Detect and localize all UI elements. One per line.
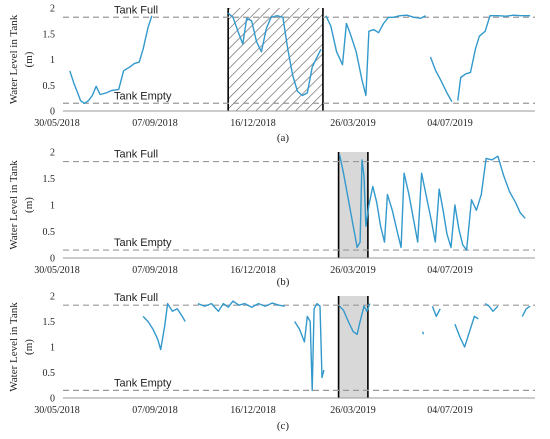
series-line-segment: [521, 305, 531, 317]
series-line-segment: [69, 15, 153, 105]
x-tick-label: 16/12/2018: [230, 405, 276, 416]
highlight-region: [338, 296, 368, 398]
x-tick-label: 04/07/2019: [427, 265, 473, 276]
y-tick-label: 1: [50, 343, 55, 354]
series-line-segment: [338, 154, 526, 251]
y-tick-label: 0: [50, 254, 55, 265]
x-tick-label: 16/12/2018: [230, 265, 276, 276]
x-tick-label: 04/07/2019: [427, 405, 473, 416]
series-line-segment: [484, 303, 499, 312]
panel-b: Tank Full Tank Empty 0 0.5 1 1.5 2 30/05/2018 07…: [8, 148, 535, 288]
y-tick-label: 2: [50, 148, 55, 159]
y-tick-label: 1: [50, 55, 55, 66]
x-tick-label: 07/09/2018: [132, 265, 178, 276]
series-line-segment: [142, 302, 186, 351]
reference-label-empty: Tank Empty: [114, 237, 172, 249]
y-axis-unit: (m): [23, 197, 35, 213]
x-tick-label: 30/05/2018: [34, 405, 80, 416]
y-tick-label: 2: [50, 4, 55, 15]
y-axis-unit: (m): [23, 339, 35, 355]
y-tick-label: 2: [50, 292, 55, 303]
y-tick-label: 0: [50, 107, 55, 118]
x-tick-label: 07/09/2018: [132, 405, 178, 416]
series-line-segment: [421, 331, 425, 335]
series-line-segment: [431, 305, 441, 318]
y-tick-label: 1.5: [43, 317, 56, 328]
reference-label-empty: Tank Empty: [114, 377, 172, 389]
series-line-segment: [454, 315, 479, 348]
reference-label-empty: Tank Empty: [114, 90, 172, 102]
reference-label-full: Tank Full: [114, 4, 158, 16]
y-axis-title: Water Level in Tank: [8, 160, 20, 250]
panel-label: (a): [277, 132, 290, 144]
series-line-segment: [339, 303, 371, 335]
x-tick-label: 30/05/2018: [34, 265, 80, 276]
y-axis-unit: (m): [23, 51, 35, 67]
x-tick-label: 16/12/2018: [230, 118, 276, 129]
y-axis-title: Water Level in Tank: [8, 302, 20, 392]
y-tick-label: 0: [50, 394, 55, 405]
highlight-region: [228, 8, 323, 111]
y-tick-label: 1.5: [43, 174, 56, 185]
y-tick-label: 0.5: [43, 227, 56, 238]
series-line-segment: [457, 14, 531, 101]
reference-label-full: Tank Full: [114, 292, 158, 304]
panel-label: (b): [277, 276, 290, 288]
series-line-segment: [294, 302, 325, 392]
x-tick-label: 26/03/2019: [330, 118, 376, 129]
panel-label: (c): [277, 420, 290, 432]
x-tick-label: 26/03/2019: [330, 265, 376, 276]
series-line-segment: [429, 56, 453, 103]
y-axis-title: Water Level in Tank: [8, 14, 20, 104]
x-tick-label: 30/05/2018: [34, 118, 80, 129]
series-line-segment: [325, 14, 426, 97]
y-tick-label: 0.5: [43, 368, 56, 379]
y-tick-label: 1: [50, 201, 55, 212]
panel-c: Tank Full Tank Empty 0 0.5 1 1.5 2 30/05/2018 07…: [8, 292, 535, 432]
series-line-segment: [197, 300, 285, 312]
x-tick-label: 07/09/2018: [132, 118, 178, 129]
reference-label-full: Tank Full: [114, 149, 158, 161]
panel-a: Tank Full Tank Empty 0 0.5 1 1.5 2 30/05/2018 07…: [8, 4, 535, 144]
x-tick-label: 26/03/2019: [330, 405, 376, 416]
y-tick-label: 1.5: [43, 29, 56, 40]
y-tick-label: 0.5: [43, 81, 56, 92]
series-line-segment: [227, 12, 322, 97]
x-tick-label: 04/07/2019: [427, 118, 473, 129]
